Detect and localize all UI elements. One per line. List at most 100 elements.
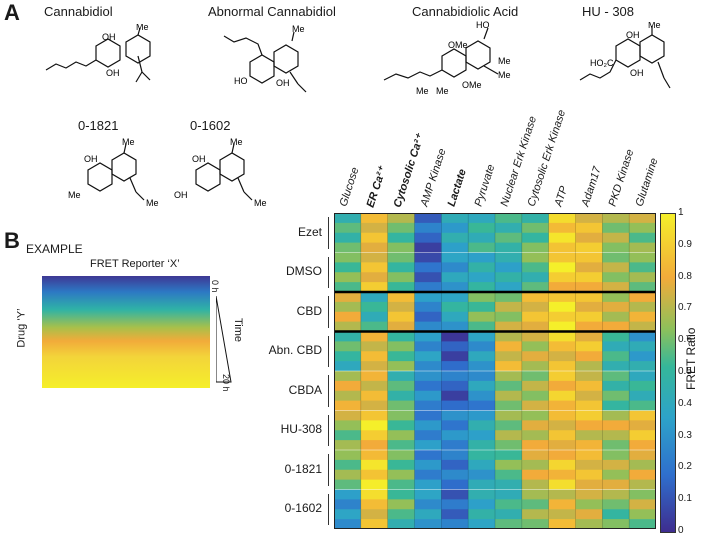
heatmap-cell bbox=[414, 311, 442, 323]
heatmap-cell bbox=[387, 420, 415, 431]
heatmap-cell bbox=[629, 499, 656, 510]
heatmap-cell bbox=[360, 341, 389, 352]
heatmap-cell bbox=[360, 489, 389, 500]
heatmap-cell bbox=[468, 469, 496, 481]
heatmap-cell bbox=[334, 459, 362, 471]
heatmap-cell bbox=[441, 272, 469, 283]
heatmap-cell bbox=[575, 459, 603, 471]
heatmap-cell bbox=[575, 282, 603, 293]
heatmap-cell bbox=[521, 509, 550, 520]
hu-308-oh-bottom: OH bbox=[630, 68, 644, 78]
heatmap-cell bbox=[468, 341, 496, 352]
heatmap-cell bbox=[360, 440, 389, 451]
example-time-start: 0 h bbox=[210, 280, 220, 293]
heatmap-cell bbox=[495, 410, 523, 421]
heatmap-cell bbox=[602, 292, 630, 303]
heatmap-cell bbox=[387, 262, 415, 273]
heatmap-cell bbox=[629, 489, 656, 500]
heatmap-cell bbox=[495, 450, 523, 461]
o-1821-me-top: Me bbox=[122, 137, 135, 147]
heatmap-cell bbox=[575, 292, 603, 303]
heatmap-cell bbox=[360, 331, 389, 342]
o-1602-structure: OH OH Me Me bbox=[174, 137, 267, 208]
heatmap-cell bbox=[360, 400, 389, 411]
heatmap-cell bbox=[334, 509, 362, 520]
heatmap-cell bbox=[521, 361, 550, 372]
heatmap-cell bbox=[575, 361, 603, 372]
row-bracket bbox=[328, 335, 329, 367]
heatmap-cell bbox=[495, 479, 523, 490]
heatmap-cell bbox=[629, 420, 656, 431]
heatmap-cell bbox=[629, 252, 656, 263]
heatmap-cell bbox=[360, 292, 389, 303]
heatmap-cell bbox=[387, 469, 415, 481]
heatmap-cell bbox=[360, 371, 389, 382]
heatmap-cell bbox=[602, 331, 630, 342]
heatmap-cell bbox=[441, 222, 469, 234]
heatmap-cell bbox=[575, 400, 603, 411]
heatmap-cell bbox=[602, 430, 630, 441]
heatmap-cell bbox=[548, 459, 576, 471]
heatmap-cell bbox=[441, 242, 469, 253]
heatmap-cell bbox=[495, 311, 523, 323]
heatmap-cell bbox=[360, 321, 389, 332]
heatmap-cell bbox=[602, 410, 630, 421]
heatmap-cell bbox=[521, 469, 550, 481]
heatmap-cell bbox=[387, 450, 415, 461]
heatmap-cell bbox=[629, 440, 656, 451]
heatmap-cell bbox=[334, 292, 362, 303]
heatmap-cell bbox=[387, 282, 415, 293]
heatmap-cell bbox=[441, 469, 469, 481]
heatmap-cell bbox=[521, 380, 550, 392]
heatmap-cell bbox=[414, 519, 442, 529]
heatmap-cell bbox=[548, 479, 576, 490]
heatmap-cell bbox=[602, 361, 630, 372]
heatmap-cell bbox=[602, 341, 630, 352]
heatmap-cell bbox=[495, 262, 523, 273]
colorbar-tick: 0.9 bbox=[678, 238, 692, 250]
heatmap-cell bbox=[495, 341, 523, 352]
heatmap-cell bbox=[441, 499, 469, 510]
heatmap-cell bbox=[468, 252, 496, 263]
heatmap-cell bbox=[602, 213, 630, 224]
cannabidiolic-acid-ome-top: OMe bbox=[448, 40, 468, 50]
compound-name-hu-308: HU - 308 bbox=[582, 4, 635, 19]
heatmap-cell bbox=[548, 252, 576, 263]
heatmap-cell bbox=[521, 410, 550, 421]
heatmap-cell bbox=[521, 459, 550, 471]
heatmap-cell bbox=[602, 272, 630, 283]
heatmap-cell bbox=[548, 262, 576, 273]
heatmap-cell bbox=[334, 499, 362, 510]
heatmap-cell bbox=[575, 469, 603, 481]
heatmap-cell bbox=[521, 222, 550, 234]
example-time-end: 20 h bbox=[221, 374, 231, 392]
heatmap-cell bbox=[575, 440, 603, 451]
heatmap-cell bbox=[468, 232, 496, 244]
heatmap-cell bbox=[468, 242, 496, 253]
column-label: Lactate bbox=[445, 167, 469, 208]
heatmap-cell bbox=[360, 361, 389, 372]
heatmap-cell bbox=[575, 420, 603, 431]
heatmap-cell bbox=[602, 519, 630, 529]
heatmap-cell bbox=[629, 311, 656, 323]
heatmap-cell bbox=[548, 292, 576, 303]
heatmap-cell bbox=[495, 351, 523, 362]
heatmap-cell bbox=[414, 292, 442, 303]
heatmap-cell bbox=[414, 282, 442, 293]
heatmap-cell bbox=[629, 213, 656, 224]
heatmap-cell bbox=[575, 213, 603, 224]
heatmap-cell bbox=[495, 282, 523, 293]
panel-a-letter: A bbox=[4, 0, 20, 25]
heatmap-cell bbox=[360, 380, 389, 392]
column-label: ER Ca²⁺ bbox=[364, 165, 390, 209]
heatmap-cell bbox=[468, 331, 496, 342]
heatmap-cell bbox=[414, 420, 442, 431]
heatmap-cell bbox=[629, 371, 656, 382]
heatmap-cell bbox=[495, 380, 523, 392]
heatmap-cell bbox=[468, 380, 496, 392]
heatmap-cell bbox=[629, 509, 656, 520]
heatmap-cell bbox=[575, 272, 603, 283]
heatmap-cell bbox=[468, 272, 496, 283]
heatmap-cell bbox=[414, 361, 442, 372]
heatmap-cell bbox=[521, 242, 550, 253]
